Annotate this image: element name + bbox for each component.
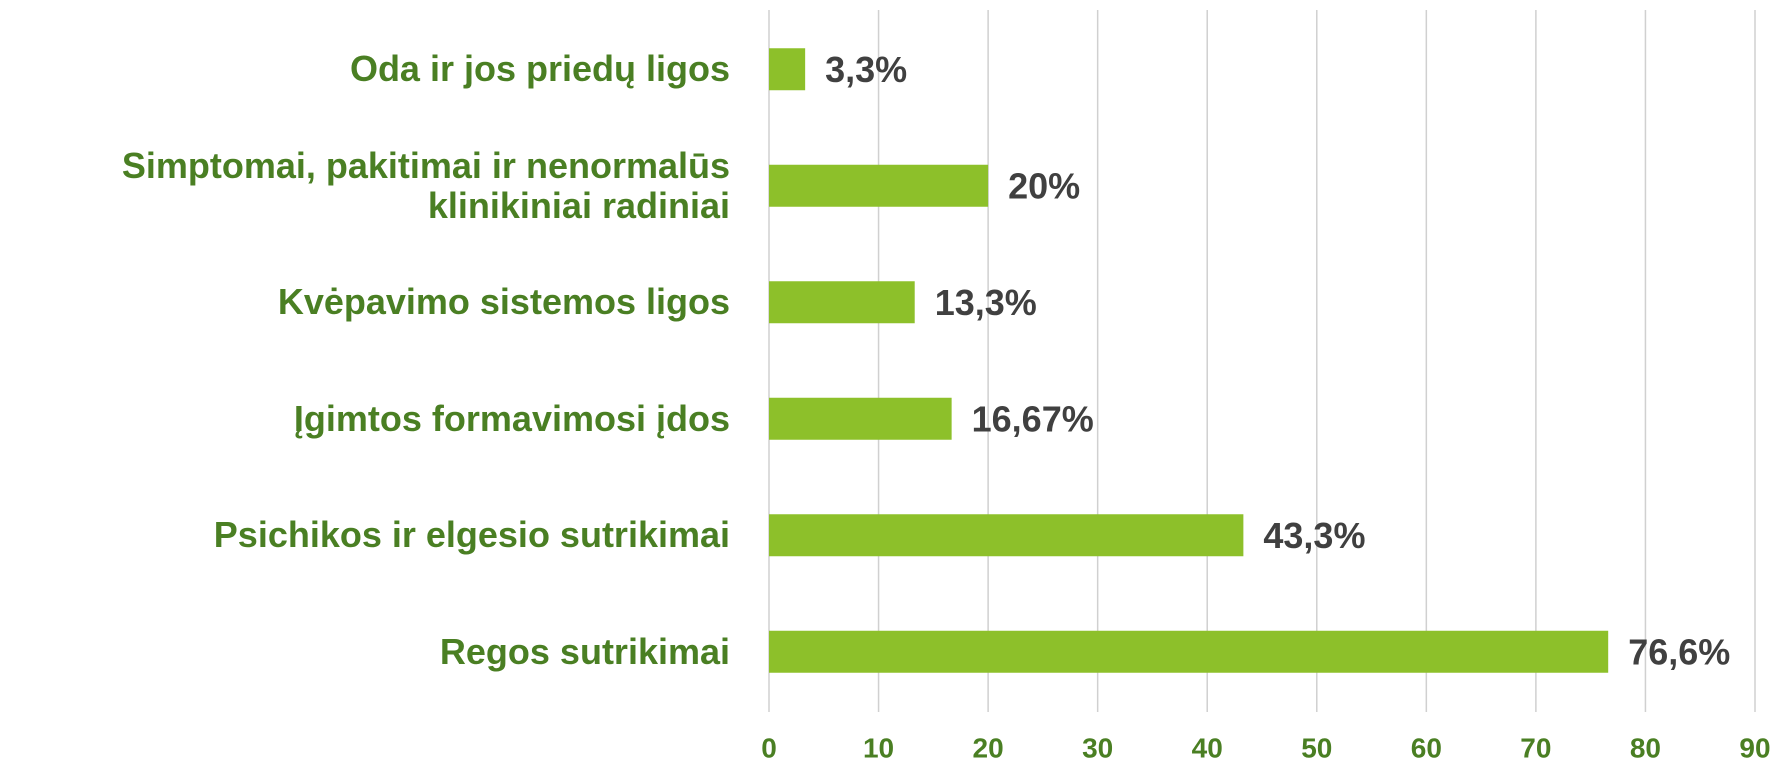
category-label: Įgimtos formavimosi įdos: [293, 397, 730, 439]
x-tick-label: 30: [1082, 732, 1113, 763]
x-tick-label: 40: [1192, 732, 1223, 763]
x-tick-label: 0: [761, 732, 777, 763]
bar: [769, 397, 952, 440]
x-tick-label: 90: [1739, 732, 1770, 763]
x-tick-label: 70: [1520, 732, 1551, 763]
value-label: 43,3%: [1263, 515, 1365, 556]
bar: [769, 630, 1609, 673]
bar: [769, 164, 989, 207]
value-label: 13,3%: [935, 282, 1037, 323]
x-tick-label: 80: [1630, 732, 1661, 763]
value-label: 20%: [1008, 165, 1080, 206]
x-tick-label: 50: [1301, 732, 1332, 763]
category-label: Simptomai, pakitimai ir nenormalūs klini…: [121, 144, 730, 226]
value-label: 76,6%: [1628, 631, 1730, 672]
value-label: 3,3%: [825, 49, 907, 90]
category-label: Oda ir jos priedų ligos: [349, 48, 730, 90]
x-tick-label: 60: [1411, 732, 1442, 763]
x-tick-label: 20: [973, 732, 1004, 763]
value-label: 16,67%: [972, 398, 1094, 439]
x-tick-label: 10: [863, 732, 894, 763]
category-label: Psichikos ir elgesio sutrikimai: [213, 514, 730, 556]
bar: [769, 48, 806, 91]
bar: [769, 514, 1244, 557]
category-label: Regos sutrikimai: [439, 630, 730, 672]
category-label: Kvėpavimo sistemos ligos: [277, 281, 730, 323]
bar: [769, 281, 915, 324]
